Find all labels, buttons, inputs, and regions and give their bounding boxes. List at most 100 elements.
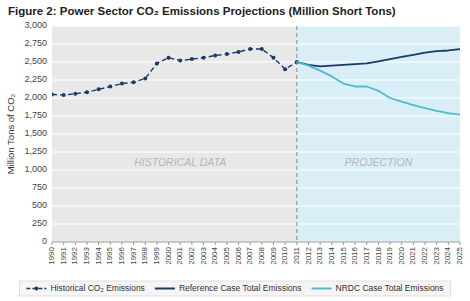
x-tick-label: 1994 (94, 246, 103, 264)
x-tick (75, 242, 76, 245)
y-tick-label: 1,750 (24, 110, 47, 120)
y-tick-label: 1,500 (24, 128, 47, 138)
legend: Historical CO₂ EmissionsReference Case T… (19, 281, 450, 296)
x-tick (390, 242, 391, 245)
legend-label: Historical CO₂ Emissions (50, 283, 144, 293)
series-marker (143, 77, 147, 81)
series-marker (132, 80, 136, 84)
x-tick-label: 2017 (362, 246, 371, 264)
series-marker (271, 56, 275, 60)
x-tick-label: 2010 (280, 246, 289, 264)
x-tick (52, 242, 53, 245)
x-tick-label: 1996 (117, 246, 126, 264)
x-tick-label: 2015 (339, 246, 348, 264)
series-marker (52, 92, 54, 96)
y-tick-label: 0 (42, 236, 47, 246)
x-tick-label: 2004 (210, 246, 219, 264)
x-tick-label: 1993 (82, 246, 91, 264)
x-tick-label: 2020 (397, 246, 406, 264)
grid-line (52, 224, 460, 225)
y-axis-label: Million Tons of CO₂ (5, 93, 16, 174)
x-tick (133, 242, 134, 245)
x-tick-label: 2024 (443, 246, 452, 264)
x-tick (320, 242, 321, 245)
series-line (297, 49, 460, 66)
x-tick-label: 2025 (455, 246, 464, 264)
x-axis-line (52, 242, 460, 243)
x-tick-label: 2021 (408, 246, 417, 264)
x-tick-label: 1998 (140, 246, 149, 264)
x-tick (401, 242, 402, 245)
series-marker (73, 92, 77, 96)
x-tick-label: 2002 (187, 246, 196, 264)
divider-line (296, 26, 297, 242)
x-tick (145, 242, 146, 245)
x-tick-label: 2000 (164, 246, 173, 264)
x-tick (436, 242, 437, 245)
y-tick-label: 250 (32, 218, 47, 228)
series-line (52, 49, 297, 95)
annotation: HISTORICAL DATA (134, 156, 226, 168)
grid-line (52, 206, 460, 207)
annotation: PROJECTION (345, 156, 413, 168)
x-tick (308, 242, 309, 245)
x-tick (191, 242, 192, 245)
regions (52, 26, 460, 242)
x-tick (273, 242, 274, 245)
x-tick (63, 242, 64, 245)
grid-line (52, 80, 460, 81)
legend-box (19, 281, 450, 296)
x-tick (98, 242, 99, 245)
x-tick-label: 2023 (432, 246, 441, 264)
legend-swatch (155, 288, 175, 290)
chart: Figure 2: Power Sector CO₂ Emissions Pro… (0, 0, 470, 301)
y-tick-label: 2,500 (24, 56, 47, 66)
x-tick (203, 242, 204, 245)
y-axis: 02505007501,0001,2501,5001,7502,0002,250… (24, 20, 460, 246)
series-marker (85, 90, 89, 94)
series-marker (213, 54, 217, 58)
series-marker (178, 59, 182, 63)
x-tick-label: 2001 (175, 246, 184, 264)
y-tick-label: 500 (32, 200, 47, 210)
x-tick-label: 1991 (59, 246, 68, 264)
grid-line (52, 116, 460, 117)
series-marker (237, 50, 241, 54)
data (52, 26, 460, 242)
x-tick (460, 242, 461, 245)
series-marker (120, 82, 124, 86)
x-tick-label: 2019 (385, 246, 394, 264)
x-tick (250, 242, 251, 245)
x-tick-label: 2016 (350, 246, 359, 264)
series-marker (260, 47, 264, 51)
x-tick (331, 242, 332, 245)
series-marker (108, 84, 112, 88)
x-tick (226, 242, 227, 245)
x-tick-label: 2007 (245, 246, 254, 264)
x-tick-label: 2013 (315, 246, 324, 264)
grid-line (52, 152, 460, 153)
grid-line (52, 44, 460, 45)
x-tick (296, 242, 297, 245)
x-tick (366, 242, 367, 245)
legend-swatch (312, 288, 332, 290)
x-tick (110, 242, 111, 245)
series-marker (167, 56, 171, 60)
y-tick-label: 2,250 (24, 74, 47, 84)
y-tick-label: 1,000 (24, 164, 47, 174)
series-marker (97, 87, 101, 91)
y-tick-label: 3,000 (24, 20, 47, 30)
x-tick-label: 2012 (304, 246, 313, 264)
x-tick (261, 242, 262, 245)
legend-item: Historical CO₂ Emissions (26, 283, 144, 293)
series-marker (202, 56, 206, 60)
x-tick-label: 2014 (327, 246, 336, 264)
x-tick (413, 242, 414, 245)
x-tick-label: 2003 (199, 246, 208, 264)
x-tick (86, 242, 87, 245)
x-tick (121, 242, 122, 245)
y-tick-label: 750 (32, 182, 47, 192)
x-tick (355, 242, 356, 245)
grid-line (52, 134, 460, 135)
series-line (297, 62, 460, 115)
